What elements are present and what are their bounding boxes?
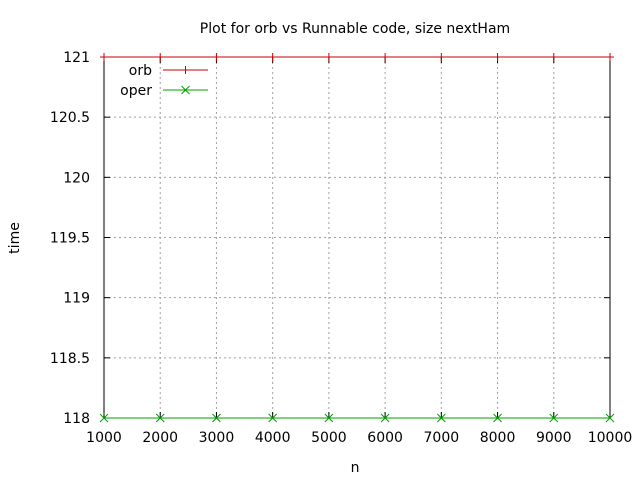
x-tick-label: 1000: [86, 430, 122, 446]
legend: orb oper: [120, 63, 208, 99]
y-tick-label: 118: [63, 411, 90, 427]
data-point-orb: [606, 53, 614, 61]
data-point-oper: [99, 413, 109, 423]
y-tick-label: 119.5: [50, 231, 90, 247]
y-tick-label: 120.5: [50, 110, 90, 126]
x-tick-label: 3000: [199, 430, 235, 446]
x-tick-label: 4000: [255, 430, 291, 446]
x-tick-label: 9000: [536, 430, 572, 446]
data-point-oper: [436, 413, 446, 423]
legend-item-orb: orb: [129, 63, 208, 79]
grid: [104, 57, 610, 418]
data-point-oper: [268, 413, 278, 423]
series-orb: [100, 53, 614, 61]
x-axis-label: n: [351, 460, 360, 476]
legend-label: oper: [120, 83, 152, 99]
legend-item-oper: oper: [120, 83, 208, 99]
legend-marker-orb: [181, 66, 190, 74]
data-point-orb: [381, 53, 390, 61]
data-point-orb: [493, 53, 502, 61]
y-tick-label: 120: [63, 170, 90, 186]
y-tick-label: 121: [63, 50, 90, 66]
legend-label: orb: [129, 63, 152, 79]
legend-marker-oper: [181, 85, 190, 95]
data-point-oper: [380, 413, 390, 423]
data-point-orb: [212, 53, 221, 61]
series-layer: [99, 53, 615, 423]
data-point-orb: [100, 53, 108, 61]
data-point-orb: [156, 53, 165, 61]
data-point-oper: [212, 413, 221, 423]
data-point-orb: [437, 53, 446, 61]
x-tick-label: 6000: [367, 430, 403, 446]
tick-labels: 1000 2000 3000 4000 5000 6000 7000 8000 9000 1000…: [50, 50, 632, 446]
x-tick-label: 7000: [424, 430, 460, 446]
data-point-orb: [549, 53, 558, 61]
data-point-orb: [268, 53, 277, 61]
data-point-oper: [324, 413, 334, 423]
x-tick-label: 2000: [142, 430, 178, 446]
y-tick-label: 118.5: [50, 351, 90, 367]
x-tick-label: 10000: [588, 430, 633, 446]
x-tick-label: 5000: [311, 430, 347, 446]
series-oper: [99, 413, 615, 423]
y-tick-label: 119: [63, 291, 90, 307]
data-point-oper: [549, 413, 559, 423]
data-point-oper: [605, 413, 615, 423]
y-axis-label: time: [7, 222, 23, 254]
x-tick-label: 8000: [480, 430, 516, 446]
data-point-oper: [155, 413, 165, 423]
chart-title: Plot for orb vs Runnable code, size next…: [200, 21, 510, 37]
data-point-oper: [493, 413, 502, 423]
data-point-orb: [324, 53, 333, 61]
